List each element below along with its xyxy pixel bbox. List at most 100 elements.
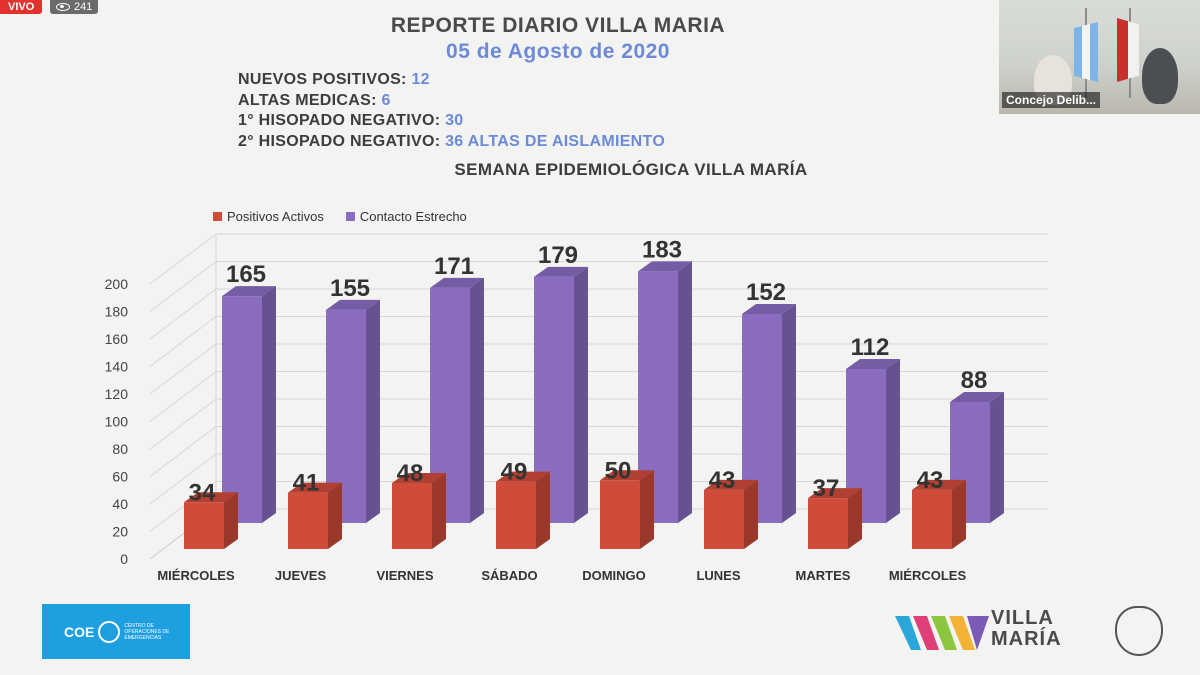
bar-contacto-estrecho [222,296,262,523]
bar-positivos-activos-top [704,479,758,490]
data-label-positivos: 49 [501,459,528,486]
data-label-contacto: 165 [226,261,266,288]
bar-contacto-estrecho-side [782,304,796,523]
stat-second-swab: 2° HISOPADO NEGATIVO: 36 ALTAS DE AISLAM… [238,132,665,153]
vm-line1: VILLA [991,607,1054,629]
grid-line-side [149,233,217,285]
stat-value: 12 [411,71,430,88]
data-label-positivos: 41 [293,470,320,497]
y-tick-label: 80 [112,441,128,457]
stat-medical-discharges: ALTAS MEDICAS: 6 [238,91,665,112]
bar-contacto-estrecho-top [846,359,900,369]
legend-item-contacto: Contacto Estrecho [345,209,467,224]
bar-positivos-activos [600,480,640,549]
y-tick-label: 40 [112,496,128,512]
x-tick-label: JUEVES [275,568,327,583]
bar-positivos-activos-side [640,470,654,549]
y-tick-label: 160 [105,331,129,347]
legend-swatch-contacto [345,212,355,221]
data-label-positivos: 50 [605,457,632,484]
grid-line-side [149,343,217,395]
legend-label: Contacto Estrecho [359,209,467,224]
data-label-positivos: 34 [189,479,216,506]
bar-contacto-estrecho-top [534,266,588,277]
live-badge: VIVO [0,0,43,14]
y-tick-label: 60 [112,469,128,485]
bar-contacto-estrecho-side [262,286,276,523]
argentina-flag-icon [1074,22,1098,82]
chart-title: SEMANA EPIDEMIOLÓGICA VILLA MARÍA [454,160,808,179]
grid-line-side [149,288,217,340]
villa-maria-mark-icon [895,616,989,650]
stat-value: 36 ALTAS DE AISLAMIENTO [445,132,666,150]
bar-positivos-activos-top [392,473,446,483]
bar-contacto-estrecho-side [470,277,484,523]
stats-block: NUEVOS POSITIVOS: 12 ALTAS MEDICAS: 6 1°… [238,70,665,152]
villa-maria-logo: VILLA MARÍA [893,606,1173,658]
x-tick-label: SÁBADO [481,568,537,583]
bar-positivos-activos [704,489,744,549]
x-tick-label: MIÉRCOLES [889,568,967,583]
bar-positivos-activos-side [432,473,446,549]
y-tick-label: 120 [105,386,129,402]
bar-contacto-estrecho-top [950,392,1004,402]
legend-swatch-positivos [213,212,222,221]
coe-subtitle: CENTRO DE OPERACIONES DE EMERGENCIAS [124,622,170,641]
stat-value: 30 [445,112,464,129]
bar-positivos-activos [288,492,328,549]
viewer-count: 241 [50,0,99,14]
bar-positivos-activos-top [288,482,342,493]
bar-positivos-activos-top [808,488,862,499]
legend-item-positivos: Positivos Activos [213,209,324,224]
vm-line2: MARÍA [991,628,1062,650]
y-tick-label: 200 [105,276,129,292]
stat-value: 6 [381,91,391,109]
data-label-contacto: 88 [961,367,988,394]
grid-line-side [149,371,217,422]
x-tick-label: MIÉRCOLES [157,568,235,583]
data-label-contacto: 183 [642,236,682,263]
x-tick-label: DOMINGO [582,568,646,583]
bar-positivos-activos-top [912,479,966,490]
report-title: REPORTE DIARIO VILLA MARIA [390,14,726,37]
bar-positivos-activos-side [744,479,758,549]
bar-contacto-estrecho-top [222,286,276,297]
data-label-positivos: 37 [813,475,840,502]
coe-logo: COE CENTRO DE OPERACIONES DE EMERGENCIAS [42,604,190,659]
video-thumbnail[interactable]: Concejo Delib... [999,0,1200,114]
x-tick-label: LUNES [696,568,740,583]
bar-positivos-activos-side [536,471,550,549]
data-label-positivos: 43 [709,467,736,494]
data-label-positivos: 48 [397,460,424,487]
stat-first-swab: 1° HISOPADO NEGATIVO: 30 [238,111,665,132]
bar-contacto-estrecho-side [366,299,380,523]
bar-positivos-activos-side [224,492,238,549]
bar-contacto-estrecho-side [678,261,692,523]
bar-positivos-activos [808,498,848,549]
y-tick-label: 20 [112,524,128,540]
bar-contacto-estrecho-side [990,392,1004,523]
chart-legend: Positivos Activos Contacto Estrecho [213,209,467,224]
cordoba-flag-icon [1117,18,1139,82]
bar-positivos-activos-top [184,492,238,503]
grid-line-side [149,481,217,532]
bar-positivos-activos [912,489,952,549]
coe-name: COE [64,623,95,640]
viewer-count-value: 241 [74,1,93,13]
y-tick-label: 100 [105,414,129,430]
bar-contacto-estrecho-side [886,359,900,523]
x-tick-label: VIERNES [376,568,433,583]
bar-contacto-estrecho-side [574,266,588,523]
coe-emblem-icon [98,620,121,643]
legend-label: Positivos Activos [227,209,324,224]
data-label-contacto: 155 [330,275,370,302]
y-tick-label: 140 [105,359,129,375]
eye-icon [56,3,70,11]
data-label-contacto: 179 [538,242,578,269]
bar-positivos-activos-side [848,488,862,549]
bar-positivos-activos [184,502,224,549]
report-date: 05 de Agosto de 2020 [446,40,670,63]
stat-label: 1° HISOPADO NEGATIVO: [238,112,441,129]
x-tick-label: MARTES [796,568,851,583]
